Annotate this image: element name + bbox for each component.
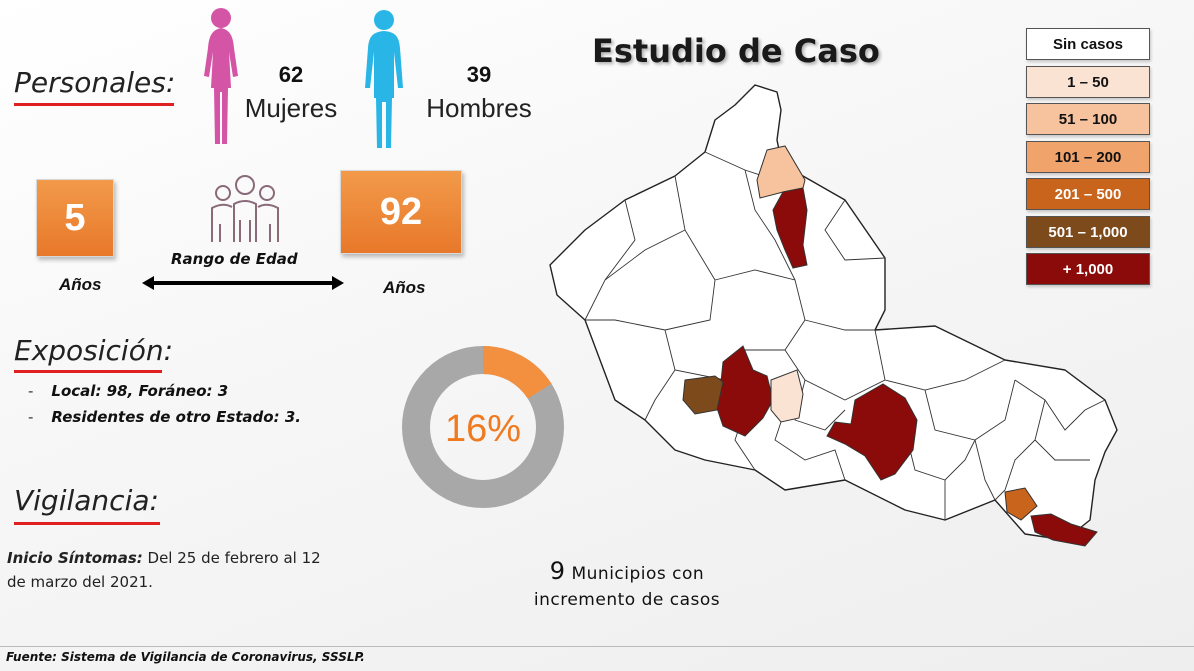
- footer-source: Fuente: Sistema de Vigilancia de Coronav…: [6, 650, 365, 664]
- municipios-line2: incremento de casos: [533, 590, 721, 610]
- map-border: [774, 409, 846, 481]
- man-icon: [365, 10, 403, 148]
- region-201-500: [1004, 487, 1038, 521]
- people-group-icon: [211, 175, 279, 242]
- legend: Sin casos 1 – 50 51 – 100 101 – 200 201 – 50…: [1026, 28, 1150, 286]
- legend-item: 501 – 1,000: [1026, 215, 1150, 248]
- region-plus-1000-center-east: [826, 383, 918, 481]
- exposicion-item-residentes: Residentes de otro Estado: 3.: [28, 408, 301, 426]
- age-min-box: 5: [36, 179, 114, 257]
- map-border: [784, 329, 886, 401]
- personales-underline: [14, 103, 174, 106]
- women-count: 62: [278, 62, 304, 87]
- map-border: [604, 199, 636, 281]
- donut-value: 16%: [445, 408, 521, 450]
- vigilancia-underline: [14, 522, 160, 525]
- municipios-count: 9: [549, 557, 566, 585]
- map-border: [1014, 379, 1106, 431]
- women-label: Mujeres: [244, 93, 338, 123]
- exposicion-underline: [14, 370, 162, 373]
- legend-item: Sin casos: [1026, 28, 1150, 60]
- age-max-box: 92: [340, 170, 462, 254]
- percentage-donut: 16%: [402, 346, 564, 508]
- woman-icon: [204, 8, 238, 144]
- region-501-1000: [682, 375, 724, 415]
- region-plus-1000-southeast: [1030, 513, 1098, 547]
- legend-item: 201 – 500: [1026, 178, 1150, 210]
- map-border: [744, 169, 796, 281]
- legend-item: 51 – 100: [1026, 103, 1150, 135]
- map-border: [884, 359, 1006, 391]
- map-border: [1034, 399, 1090, 461]
- map-border: [584, 229, 686, 321]
- men-label: Hombres: [426, 93, 532, 123]
- region-plus-1000-north: [772, 187, 808, 269]
- map-border: [804, 319, 875, 331]
- region-1-50: [770, 369, 804, 423]
- personales-title: Personales:: [14, 66, 176, 99]
- map-border: [994, 439, 1036, 501]
- exposicion-list: Local: 98, Foráneo: 3 Residentes de otro…: [28, 382, 301, 434]
- legend-item: + 1,000: [1026, 253, 1150, 285]
- vigilancia-text-line2: de marzo del 2021.: [7, 573, 153, 591]
- map-border: [644, 369, 676, 421]
- exposicion-item-local: Local: 98, Foráneo: 3: [28, 382, 301, 400]
- donut-fill: [402, 346, 564, 508]
- municipios-text: 9 Municipios con incremento de casos: [508, 558, 746, 613]
- age-range-label: Rango de Edad: [171, 250, 298, 268]
- double-arrow-icon: [142, 276, 344, 290]
- men-count: 39: [466, 62, 492, 87]
- legend-item: 1 – 50: [1026, 65, 1150, 98]
- vigilancia-text-line1: Del 25 de febrero al 12: [142, 549, 321, 567]
- age-max-unit: Años: [383, 278, 426, 297]
- legend-item: 101 – 200: [1026, 140, 1150, 173]
- map-border: [824, 199, 886, 261]
- vigilancia-text: Inicio Síntomas: Del 25 de febrero al 12…: [7, 546, 377, 594]
- exposicion-title: Exposición:: [14, 334, 174, 367]
- municipios-line1: Municipios con: [571, 564, 705, 584]
- study-title: Estudio de Caso: [592, 32, 880, 70]
- municipalities-map: [549, 84, 1118, 547]
- map-border: [974, 439, 996, 501]
- age-min-unit: Años: [59, 275, 102, 294]
- footer-divider: [0, 646, 1194, 647]
- vigilancia-title: Vigilancia:: [14, 484, 159, 517]
- vigilancia-label: Inicio Síntomas:: [7, 549, 143, 567]
